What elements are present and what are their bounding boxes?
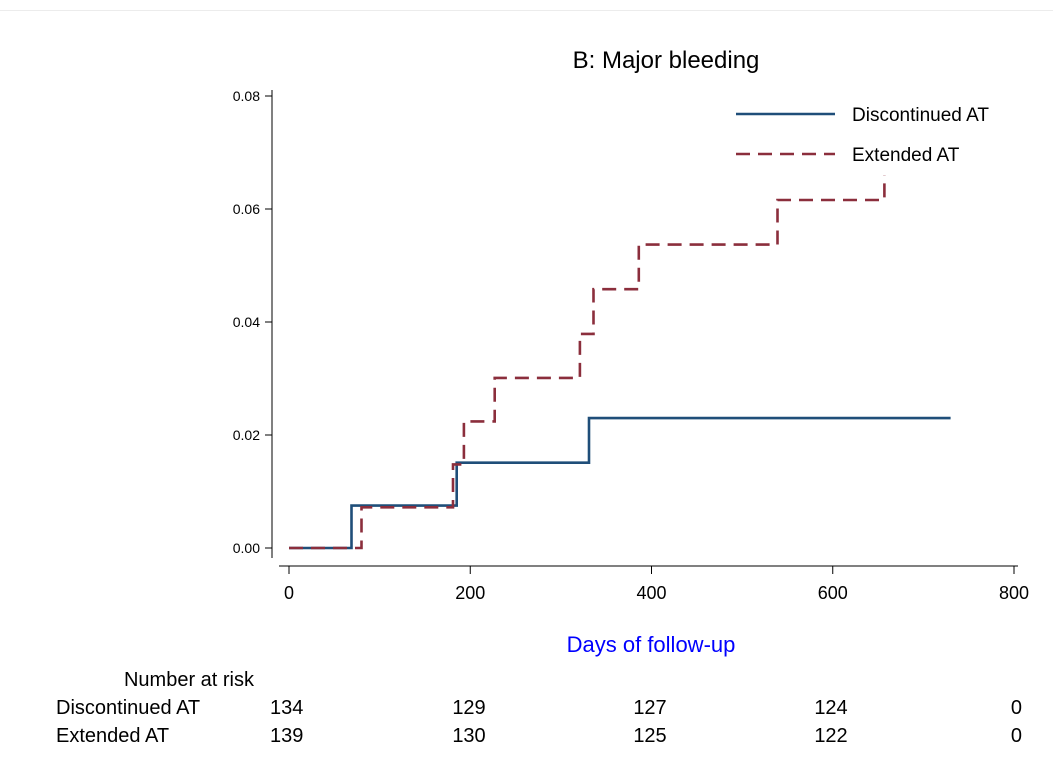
x-axis-title: Days of follow-up [567, 632, 736, 657]
x-tick-label: 600 [818, 583, 848, 603]
risk-value: 129 [452, 697, 486, 719]
legend-label-2: Extended AT [852, 145, 960, 166]
risk-row-label: Discontinued AT [56, 697, 201, 719]
x-tick-label: 400 [636, 583, 666, 603]
risk-value: 127 [633, 697, 667, 719]
risk-value: 134 [270, 697, 304, 719]
y-tick-label: 0.00 [233, 540, 260, 556]
risk-value: 130 [452, 725, 486, 747]
y-tick-label: 0.06 [233, 201, 260, 217]
y-tick-label: 0.02 [233, 427, 260, 443]
y-tick-label: 0.08 [233, 88, 260, 104]
risk-table-heading: Number at risk [123, 669, 254, 691]
axes: 0.00 0.02 0.04 0.06 0.08 0 200 400 600 800 [233, 88, 1029, 603]
x-tick-label: 200 [455, 583, 485, 603]
risk-value: 122 [814, 725, 848, 747]
legend: Discontinued AT Extended AT [736, 105, 989, 166]
risk-value: 0 [1010, 697, 1022, 719]
series-line-2 [289, 175, 886, 550]
top-divider [0, 10, 1053, 11]
risk-value: 0 [1010, 725, 1022, 747]
risk-value: 124 [814, 697, 848, 719]
x-tick-label: 800 [999, 583, 1029, 603]
chart-title: B: Major bleeding [573, 47, 760, 74]
plot-lines [289, 175, 951, 550]
risk-value: 139 [270, 725, 304, 747]
x-tick-label: 0 [284, 583, 294, 603]
risk-value: 125 [633, 725, 667, 747]
risk-row-label: Extended AT [56, 725, 170, 747]
legend-label-1: Discontinued AT [852, 105, 989, 126]
y-tick-label: 0.04 [233, 314, 260, 330]
series-line-1 [289, 416, 951, 550]
